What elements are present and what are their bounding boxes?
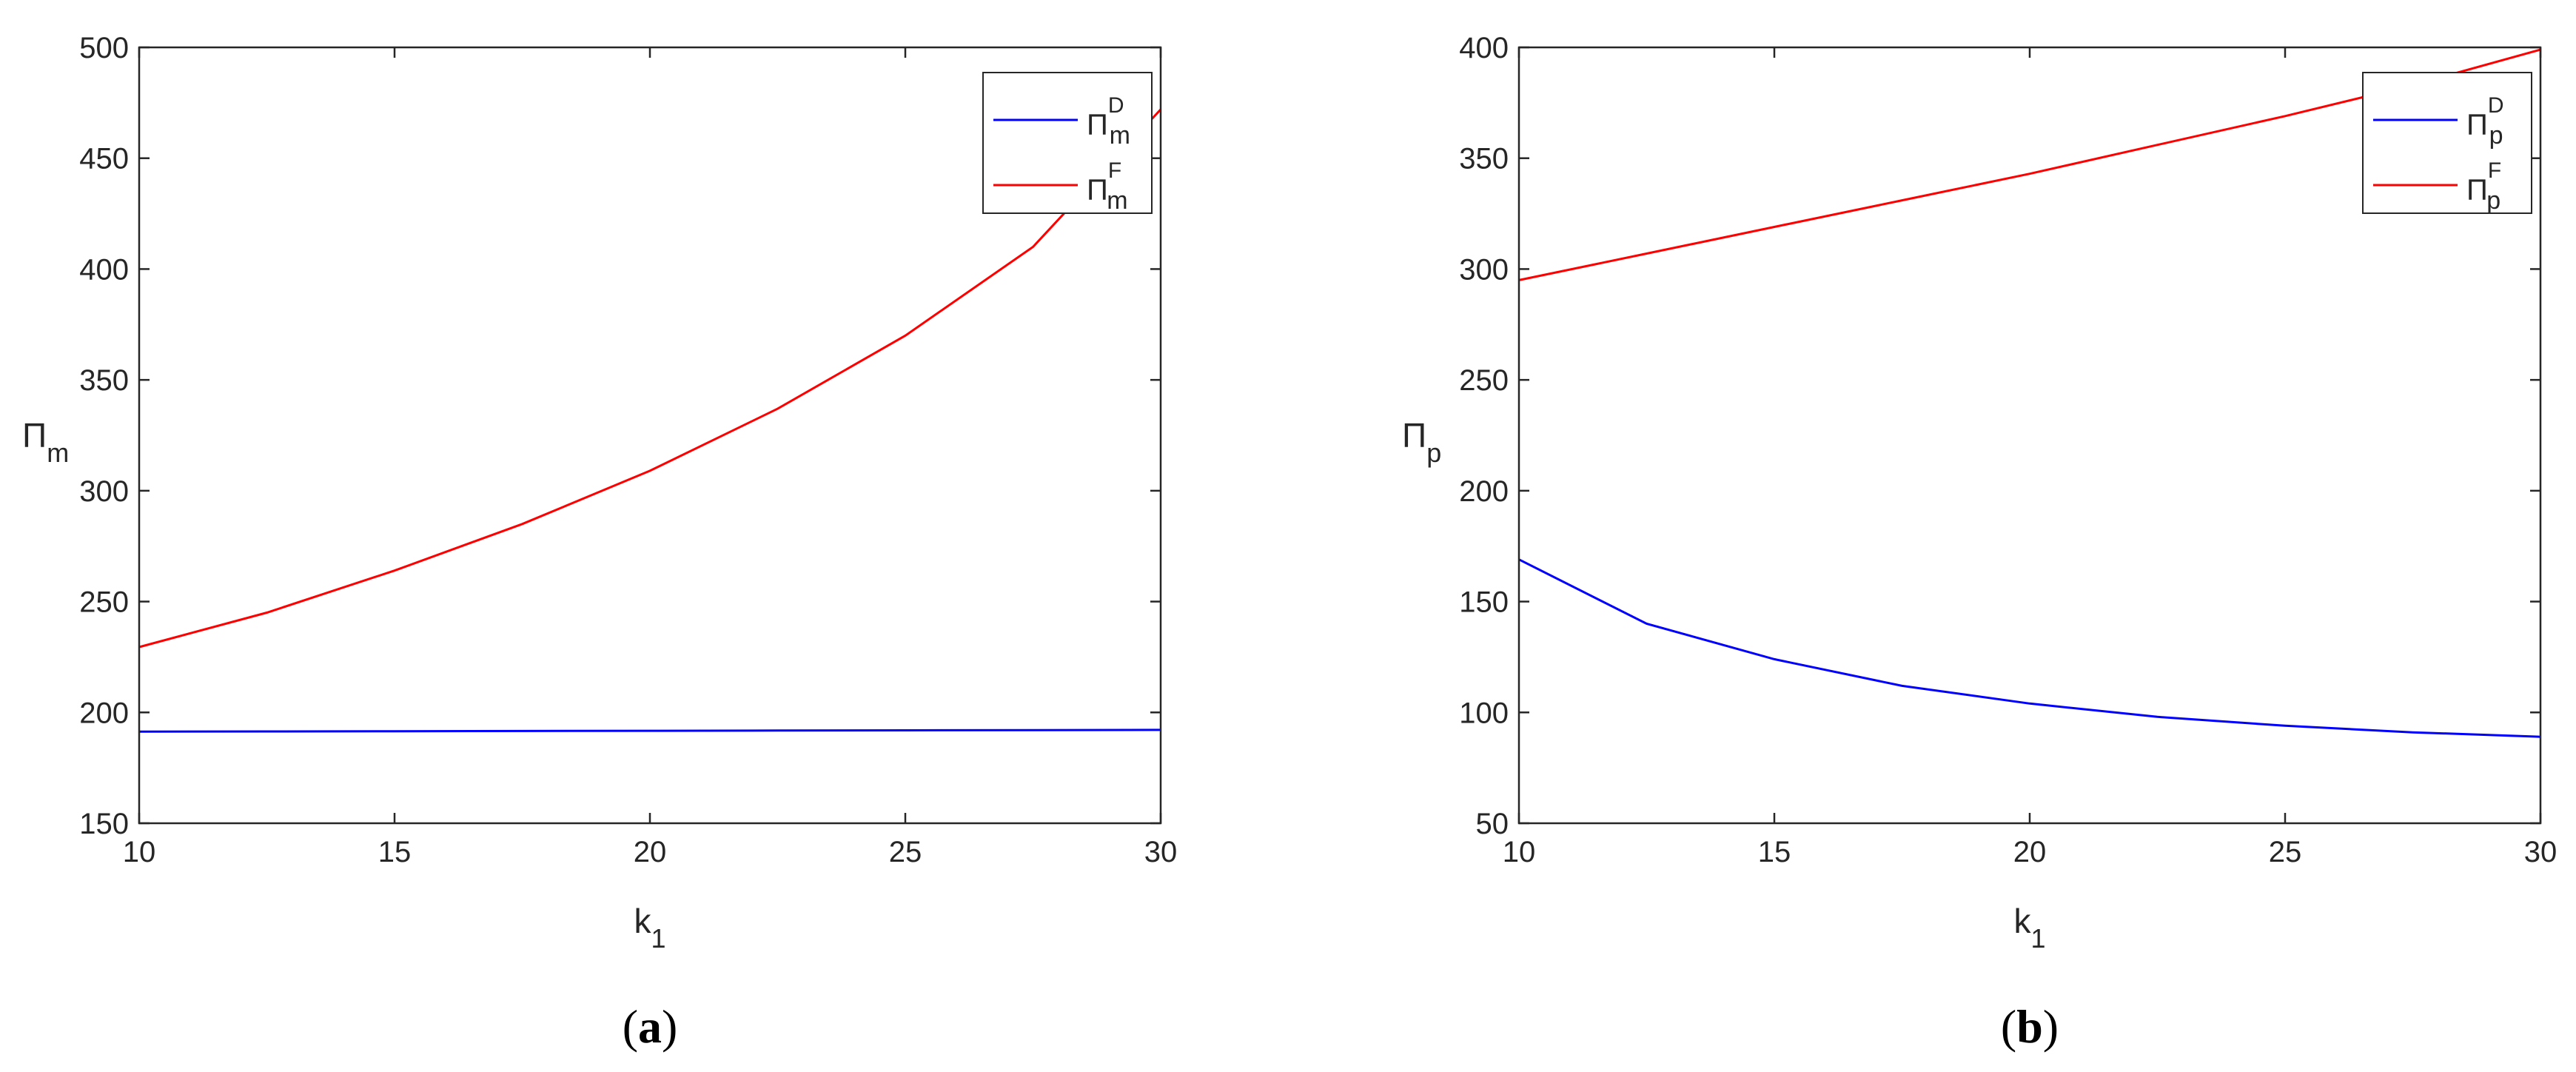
series-line-D — [138, 728, 1161, 733]
x-tick-label: 10 — [123, 836, 156, 868]
legend-box — [982, 72, 1153, 214]
legend-entry-main: Π — [2466, 174, 2488, 207]
x-tick-label: 15 — [1758, 836, 1791, 868]
legend-entry-sup: D — [1108, 93, 1124, 118]
legend-entry-main: Π — [1087, 109, 1108, 141]
panel-caption-letter: b — [2016, 1000, 2043, 1053]
x-tick-label: 25 — [2269, 836, 2302, 868]
legend: ΠD pΠF p — [2362, 72, 2532, 215]
legend-entry-D: ΠD m — [1087, 93, 1130, 150]
x-axis-label-main: k — [634, 902, 651, 940]
legend-entry-F: ΠF m — [1087, 158, 1128, 215]
legend-entry-sup: F — [2488, 158, 2501, 183]
y-axis-label: Πm — [22, 416, 69, 468]
y-tick-label: 250 — [79, 586, 129, 619]
y-tick-label: 300 — [1459, 253, 1509, 286]
legend-entry-main: Π — [2466, 109, 2488, 141]
y-tick-label: 200 — [79, 697, 129, 729]
x-tick-label: 20 — [634, 836, 667, 868]
y-tick-label: 350 — [1459, 143, 1509, 175]
legend-entry-sup: D — [2488, 93, 2504, 118]
y-tick-label: 100 — [1459, 697, 1509, 729]
x-tick-label: 15 — [378, 836, 412, 868]
x-tick-label: 30 — [2524, 836, 2557, 868]
legend-entry-sub: p — [2486, 187, 2500, 215]
legend-entry-sub: m — [1110, 121, 1130, 150]
legend-entry-D: ΠD p — [2466, 93, 2504, 150]
legend-entry-sub: p — [2489, 121, 2503, 150]
panel-caption: (a) — [623, 1000, 678, 1053]
x-axis-label-sub: 1 — [651, 923, 665, 954]
series-line-D — [1518, 558, 2541, 738]
legend-entry-F: ΠF p — [2466, 158, 2501, 215]
panel-caption-letter: a — [638, 1000, 662, 1053]
x-tick-label: 25 — [889, 836, 922, 868]
series-line-F — [138, 108, 1162, 649]
y-tick-label: 250 — [1459, 364, 1509, 397]
legend-box — [2362, 72, 2532, 214]
x-tick-label: 30 — [1144, 836, 1178, 868]
y-axis-label-main: Π — [22, 416, 47, 455]
y-tick-label: 150 — [79, 808, 129, 840]
y-axis-label-sub: m — [47, 438, 69, 468]
legend-entry-sub: m — [1107, 187, 1127, 215]
y-tick-label: 200 — [1459, 475, 1509, 508]
x-axis-label-sub: 1 — [2030, 923, 2045, 954]
x-tick-label: 20 — [2013, 836, 2047, 868]
legend-entry-sup: F — [1108, 158, 1121, 183]
chart-panel-a: 10 15 20 25 30150200250300350400450500k1ΠmΠD… — [22, 32, 1177, 1053]
y-axis-label-main: Π — [1402, 416, 1426, 455]
y-tick-label: 500 — [79, 32, 129, 64]
legend: ΠD mΠF m — [982, 72, 1153, 215]
y-tick-label: 350 — [79, 364, 129, 397]
x-tick-label: 10 — [1503, 836, 1536, 868]
panel-caption-open: ( — [623, 1000, 638, 1053]
x-axis-label-main: k — [2013, 902, 2031, 940]
x-axis-label: k1 — [634, 902, 665, 954]
y-tick-label: 150 — [1459, 586, 1509, 619]
y-tick-label: 400 — [79, 253, 129, 286]
x-axis-label: k1 — [2013, 902, 2045, 954]
panel-caption: (b) — [2001, 1000, 2059, 1053]
legend-entry-main: Π — [1087, 174, 1108, 207]
y-axis-label-sub: p — [1426, 438, 1441, 468]
panel-caption-close: ) — [2043, 1000, 2059, 1053]
y-tick-label: 50 — [1476, 808, 1509, 840]
y-axis-label: Πp — [1402, 416, 1441, 468]
panel-caption-open: ( — [2001, 1000, 2016, 1053]
y-tick-label: 450 — [79, 143, 129, 175]
y-tick-label: 300 — [79, 475, 129, 508]
y-tick-label: 400 — [1459, 32, 1509, 64]
panel-caption-close: ) — [662, 1000, 677, 1053]
